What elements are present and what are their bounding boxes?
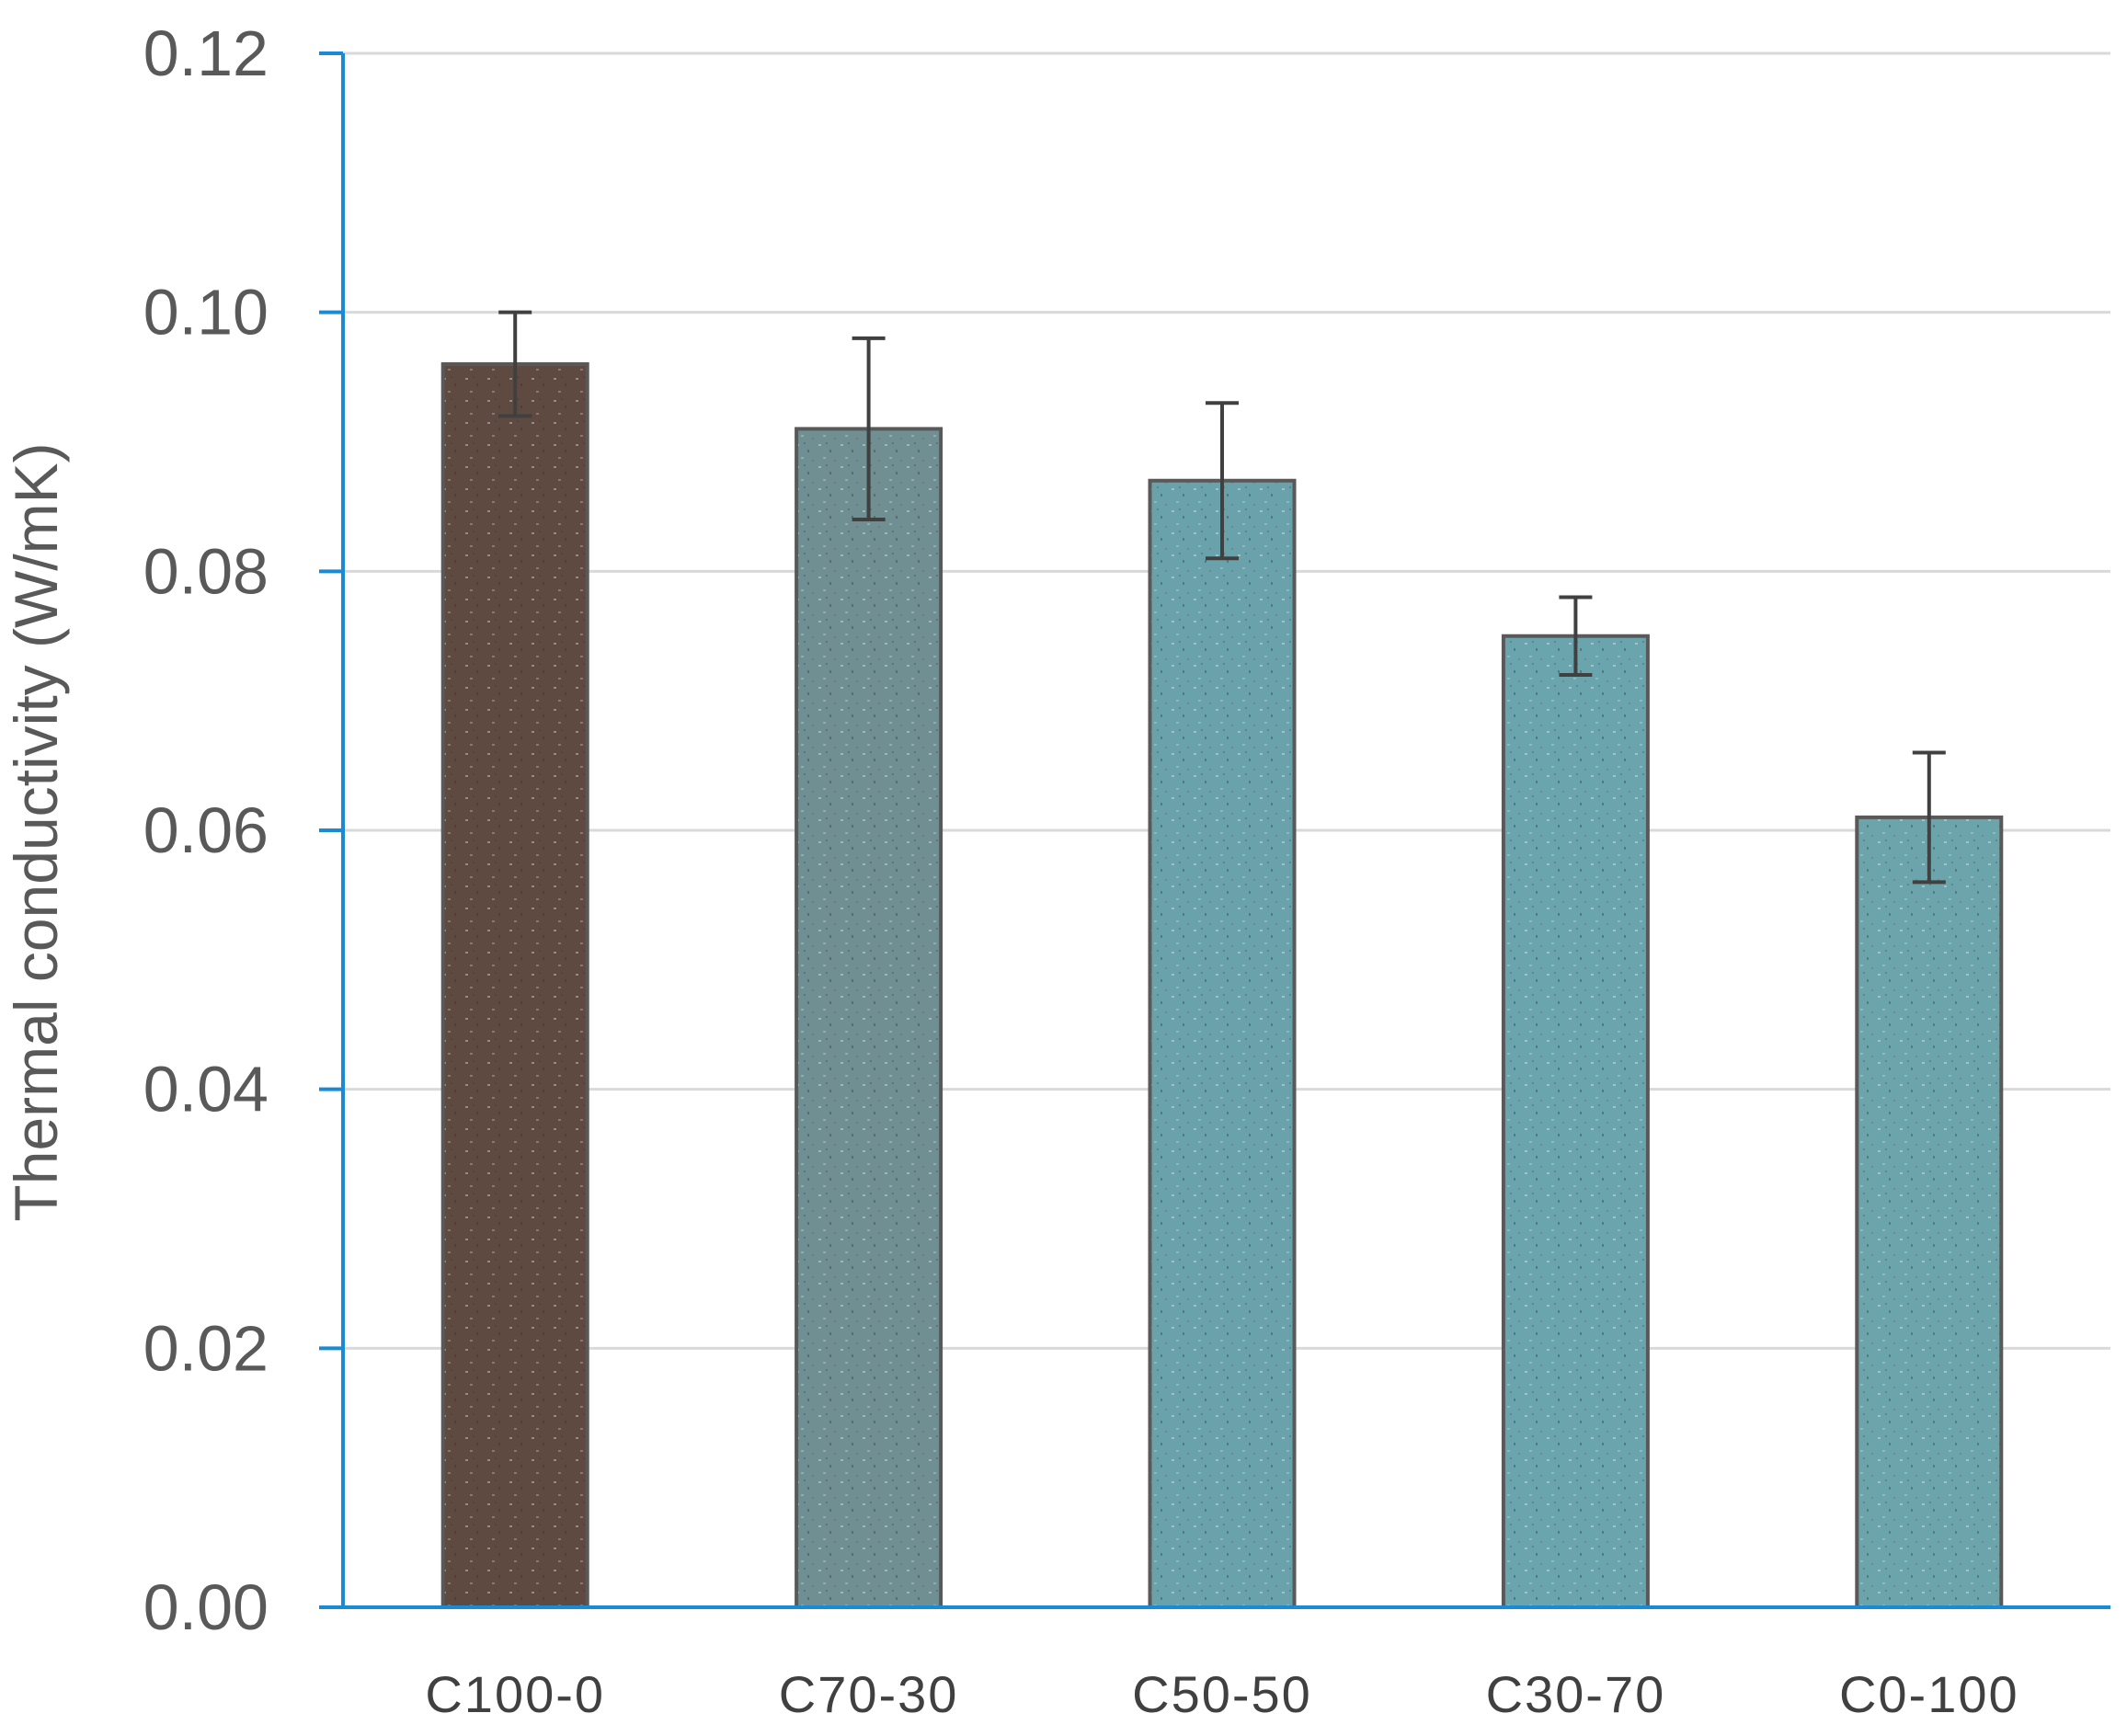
y-tick-label: 0.08 xyxy=(143,535,269,607)
bar-texture xyxy=(1504,637,1646,1605)
y-axis xyxy=(319,51,2110,1609)
x-category-label: C50-50 xyxy=(1132,1665,1312,1723)
bar-texture xyxy=(1151,482,1293,1605)
bar-texture xyxy=(798,430,940,1606)
bar-texture xyxy=(444,366,586,1605)
y-tick-label: 0.06 xyxy=(143,794,269,866)
y-axis-title: Thermal conductivity (W/mK) xyxy=(2,442,70,1221)
x-category-label: C30-70 xyxy=(1486,1665,1666,1723)
y-tick-labels: 0.00 0.02 0.04 0.06 0.08 0.10 0.12 xyxy=(143,17,269,1643)
y-tick-label: 0.02 xyxy=(143,1312,269,1384)
y-tick-label: 0.10 xyxy=(143,277,269,348)
x-category-label: C100-0 xyxy=(425,1665,605,1723)
error-bars xyxy=(498,310,1946,885)
x-category-label: C70-30 xyxy=(779,1665,959,1723)
bars xyxy=(440,362,2004,1610)
y-tick-label: 0.04 xyxy=(143,1054,269,1125)
bar-texture xyxy=(1858,818,2000,1605)
y-tick-label: 0.00 xyxy=(143,1571,269,1643)
x-category-label: C0-100 xyxy=(1839,1665,2019,1723)
y-tick-label: 0.12 xyxy=(143,17,269,89)
x-category-labels: C100-0 C70-30 C50-50 C30-70 C0-100 xyxy=(425,1665,2019,1723)
